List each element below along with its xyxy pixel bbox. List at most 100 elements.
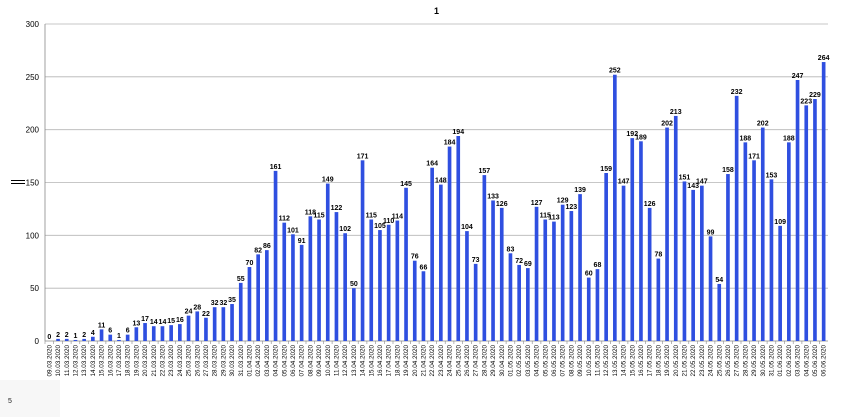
y-tick-label: 50 — [30, 284, 39, 293]
data-label: 202 — [757, 121, 769, 128]
data-label: 14 — [150, 319, 158, 326]
bar — [708, 236, 713, 341]
x-tick-label: 29.03.2020 — [220, 345, 227, 377]
bar — [64, 338, 69, 341]
bar — [265, 250, 269, 341]
x-tick-label: 31.05.2020 — [768, 345, 775, 377]
bar — [630, 138, 635, 341]
x-tick-label: 13.05.2020 — [612, 345, 619, 377]
x-tick-label: 05.04.2020 — [281, 345, 288, 377]
data-label: 145 — [400, 181, 412, 188]
bar — [108, 334, 113, 341]
x-tick-label: 12.03.2020 — [72, 345, 79, 377]
data-label: 188 — [740, 135, 752, 142]
data-label: 73 — [472, 257, 480, 264]
data-label: 6 — [126, 328, 130, 335]
data-label: 115 — [313, 212, 324, 219]
data-label: 6 — [108, 328, 112, 335]
page-number: 5 — [8, 398, 12, 405]
x-tick-label: 20.04.2020 — [412, 345, 419, 377]
data-label: 14 — [159, 319, 167, 326]
x-tick-label: 27.05.2020 — [734, 345, 741, 377]
x-tick-label: 28.04.2020 — [481, 345, 488, 377]
x-tick-label: 12.04.2020 — [342, 345, 349, 377]
bar — [186, 315, 191, 341]
x-tick-label: 09.03.2020 — [46, 345, 53, 377]
bar — [821, 62, 826, 341]
bar — [499, 207, 504, 341]
bar — [743, 142, 748, 341]
x-tick-label: 21.05.2020 — [681, 345, 688, 377]
bar — [212, 307, 217, 341]
side-marker-line — [11, 183, 25, 184]
bar — [221, 307, 226, 341]
data-label: 55 — [237, 276, 245, 283]
bar — [813, 99, 817, 341]
bar — [595, 269, 600, 341]
bar — [760, 127, 765, 341]
y-tick-label: 0 — [35, 337, 40, 346]
data-label: 171 — [357, 153, 369, 160]
bar — [778, 225, 782, 341]
bar — [734, 95, 739, 341]
bar — [613, 74, 617, 341]
chart-svg: 1050100150200250300009.03.2020210.03.202… — [26, 6, 830, 377]
data-label: 99 — [707, 229, 715, 236]
x-tick-label: 30.04.2020 — [499, 345, 506, 377]
x-tick-label: 22.04.2020 — [429, 345, 436, 377]
bar — [82, 338, 86, 341]
data-label: 32 — [211, 300, 219, 307]
x-tick-label: 11.05.2020 — [594, 345, 601, 377]
data-label: 143 — [687, 183, 699, 190]
data-label: 35 — [228, 297, 236, 304]
x-tick-label: 31.03.2020 — [238, 345, 245, 377]
data-label: 148 — [435, 178, 447, 185]
data-label: 69 — [524, 261, 532, 268]
bar — [473, 263, 478, 341]
bar — [230, 304, 234, 341]
x-tick-label: 22.03.2020 — [159, 345, 166, 377]
bar — [795, 80, 800, 342]
bar — [204, 317, 208, 341]
data-label: 188 — [783, 135, 795, 142]
chart-title: 1 — [434, 6, 439, 16]
data-label: 28 — [193, 304, 201, 311]
x-tick-label: 16.03.2020 — [107, 345, 114, 377]
data-label: 16 — [176, 317, 184, 324]
data-label: 115 — [540, 212, 551, 219]
data-label: 110 — [383, 218, 394, 225]
data-label: 101 — [287, 227, 299, 234]
data-label: 13 — [132, 320, 140, 327]
bar — [291, 234, 295, 341]
y-tick-label: 100 — [26, 231, 40, 240]
data-label: 189 — [635, 134, 647, 141]
bar — [691, 189, 695, 341]
data-label: 1 — [73, 333, 77, 340]
x-tick-label: 24.04.2020 — [447, 345, 454, 377]
bar — [134, 327, 139, 341]
x-tick-label: 23.03.2020 — [168, 345, 175, 377]
data-label: 123 — [566, 204, 578, 211]
bar — [456, 136, 461, 341]
bar — [439, 184, 443, 341]
x-tick-label: 20.03.2020 — [142, 345, 149, 377]
x-tick-label: 29.05.2020 — [751, 345, 758, 377]
data-label: 113 — [548, 215, 559, 222]
x-tick-label: 06.06.2020 — [821, 345, 828, 377]
bar — [343, 233, 347, 341]
data-label: 114 — [392, 214, 403, 221]
x-tick-label: 17.03.2020 — [116, 345, 123, 377]
data-label: 2 — [65, 332, 69, 339]
x-tick-label: 25.05.2020 — [716, 345, 723, 377]
y-tick-label: 250 — [26, 73, 40, 82]
x-tick-label: 05.06.2020 — [812, 345, 819, 377]
data-label: 82 — [254, 247, 262, 254]
data-label: 11 — [98, 322, 106, 329]
x-tick-label: 30.03.2020 — [229, 345, 236, 377]
data-label: 264 — [818, 55, 830, 62]
data-label: 2 — [82, 332, 86, 339]
bar — [700, 185, 704, 341]
bar — [482, 175, 487, 341]
bar — [517, 264, 521, 341]
data-label: 122 — [331, 205, 343, 212]
